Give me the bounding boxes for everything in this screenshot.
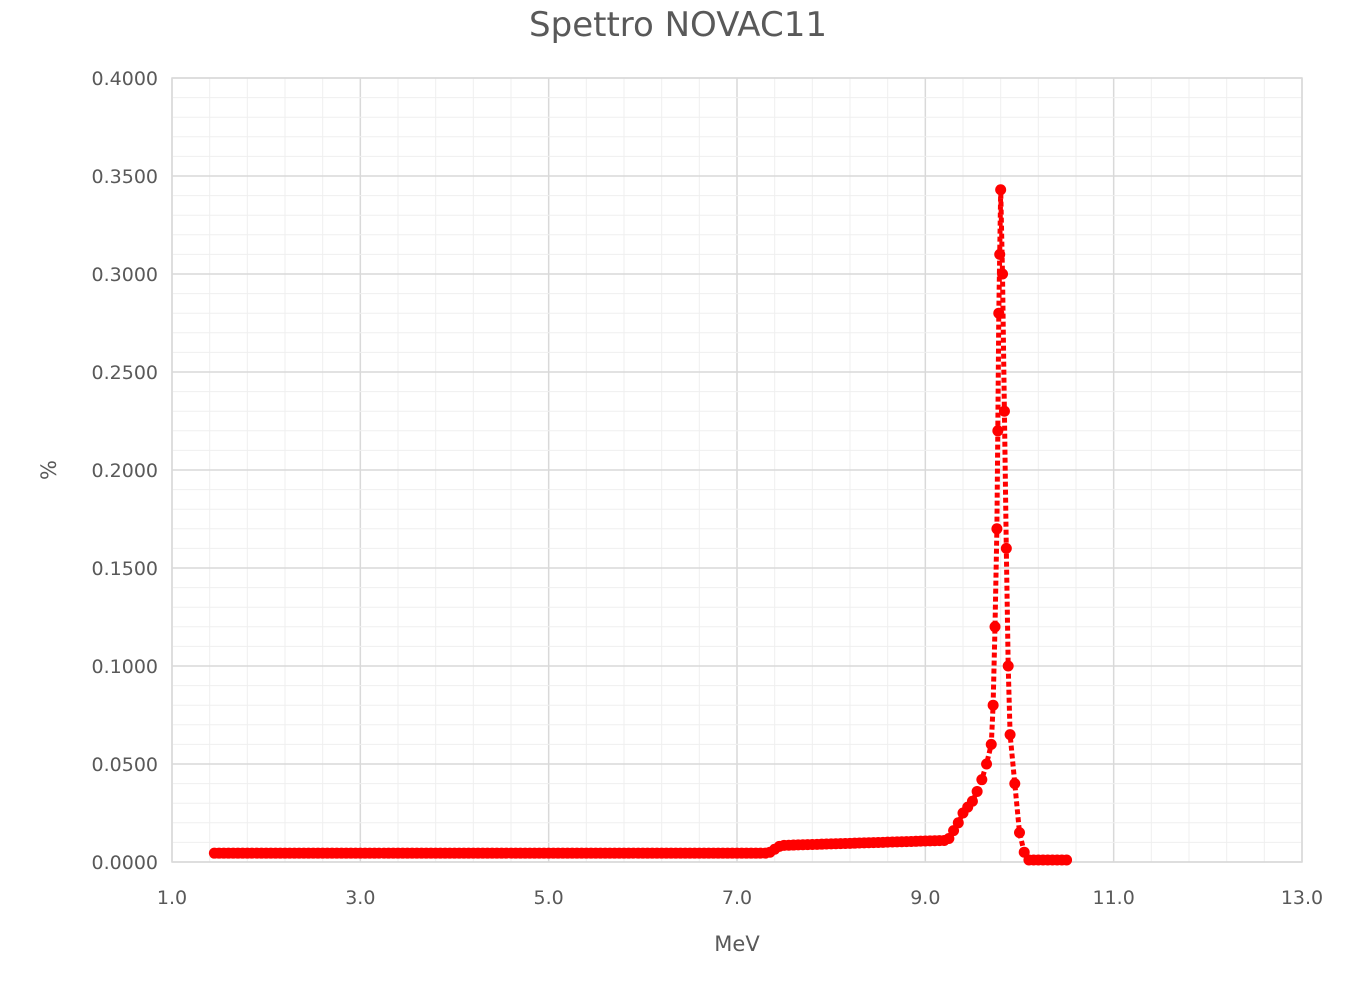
x-tick-label: 9.0 [910,887,940,909]
data-point [981,758,993,770]
data-point [991,523,1003,535]
data-point [989,621,1001,633]
y-tick-label: 0.1500 [92,558,158,580]
y-tick-label: 0.3000 [92,264,158,286]
data-point [987,699,999,711]
data-point [966,795,978,807]
grid [171,77,1303,863]
x-tick-label: 13.0 [1281,887,1323,909]
y-tick-label: 0.2000 [92,460,158,482]
data-point [1000,542,1012,554]
data-point [985,738,997,750]
data-point [993,307,1005,319]
x-axis-label: MeV [714,932,760,956]
y-tick-label: 0.4000 [92,68,158,90]
data-point [1061,854,1073,866]
data-point [952,817,964,829]
data-point [1014,827,1025,839]
data-point [998,405,1010,417]
data-point [995,184,1007,196]
data-point [976,774,988,786]
x-tick-label: 1.0 [157,887,187,909]
data-point [992,425,1004,437]
y-axis-ticks: 0.0000 0.0500 0.1000 0.1500 0.2000 0.2500 0.30… [92,68,158,874]
data-point [994,248,1006,260]
chart-title: Spettro NOVAC11 [529,5,827,45]
series-line [214,189,1067,863]
data-point [1004,729,1016,741]
y-tick-label: 0.1000 [92,656,158,678]
data-point [1009,778,1021,790]
y-tick-label: 0.2500 [92,362,158,384]
data-point [971,785,983,797]
x-axis-ticks: 1.0 3.0 5.0 7.0 9.0 11.0 13.0 [157,887,1323,909]
y-axis-label: % [37,460,61,480]
series-spectrum [208,184,1073,866]
y-tick-label: 0.0000 [92,852,158,874]
plot-area [171,77,1303,863]
x-tick-label: 5.0 [534,887,564,909]
y-tick-label: 0.3500 [92,166,158,188]
x-tick-label: 7.0 [722,887,752,909]
data-point [1002,660,1014,672]
y-tick-label: 0.0500 [92,754,158,776]
x-tick-label: 11.0 [1093,887,1135,909]
x-tick-label: 3.0 [345,887,375,909]
data-point [997,268,1009,280]
